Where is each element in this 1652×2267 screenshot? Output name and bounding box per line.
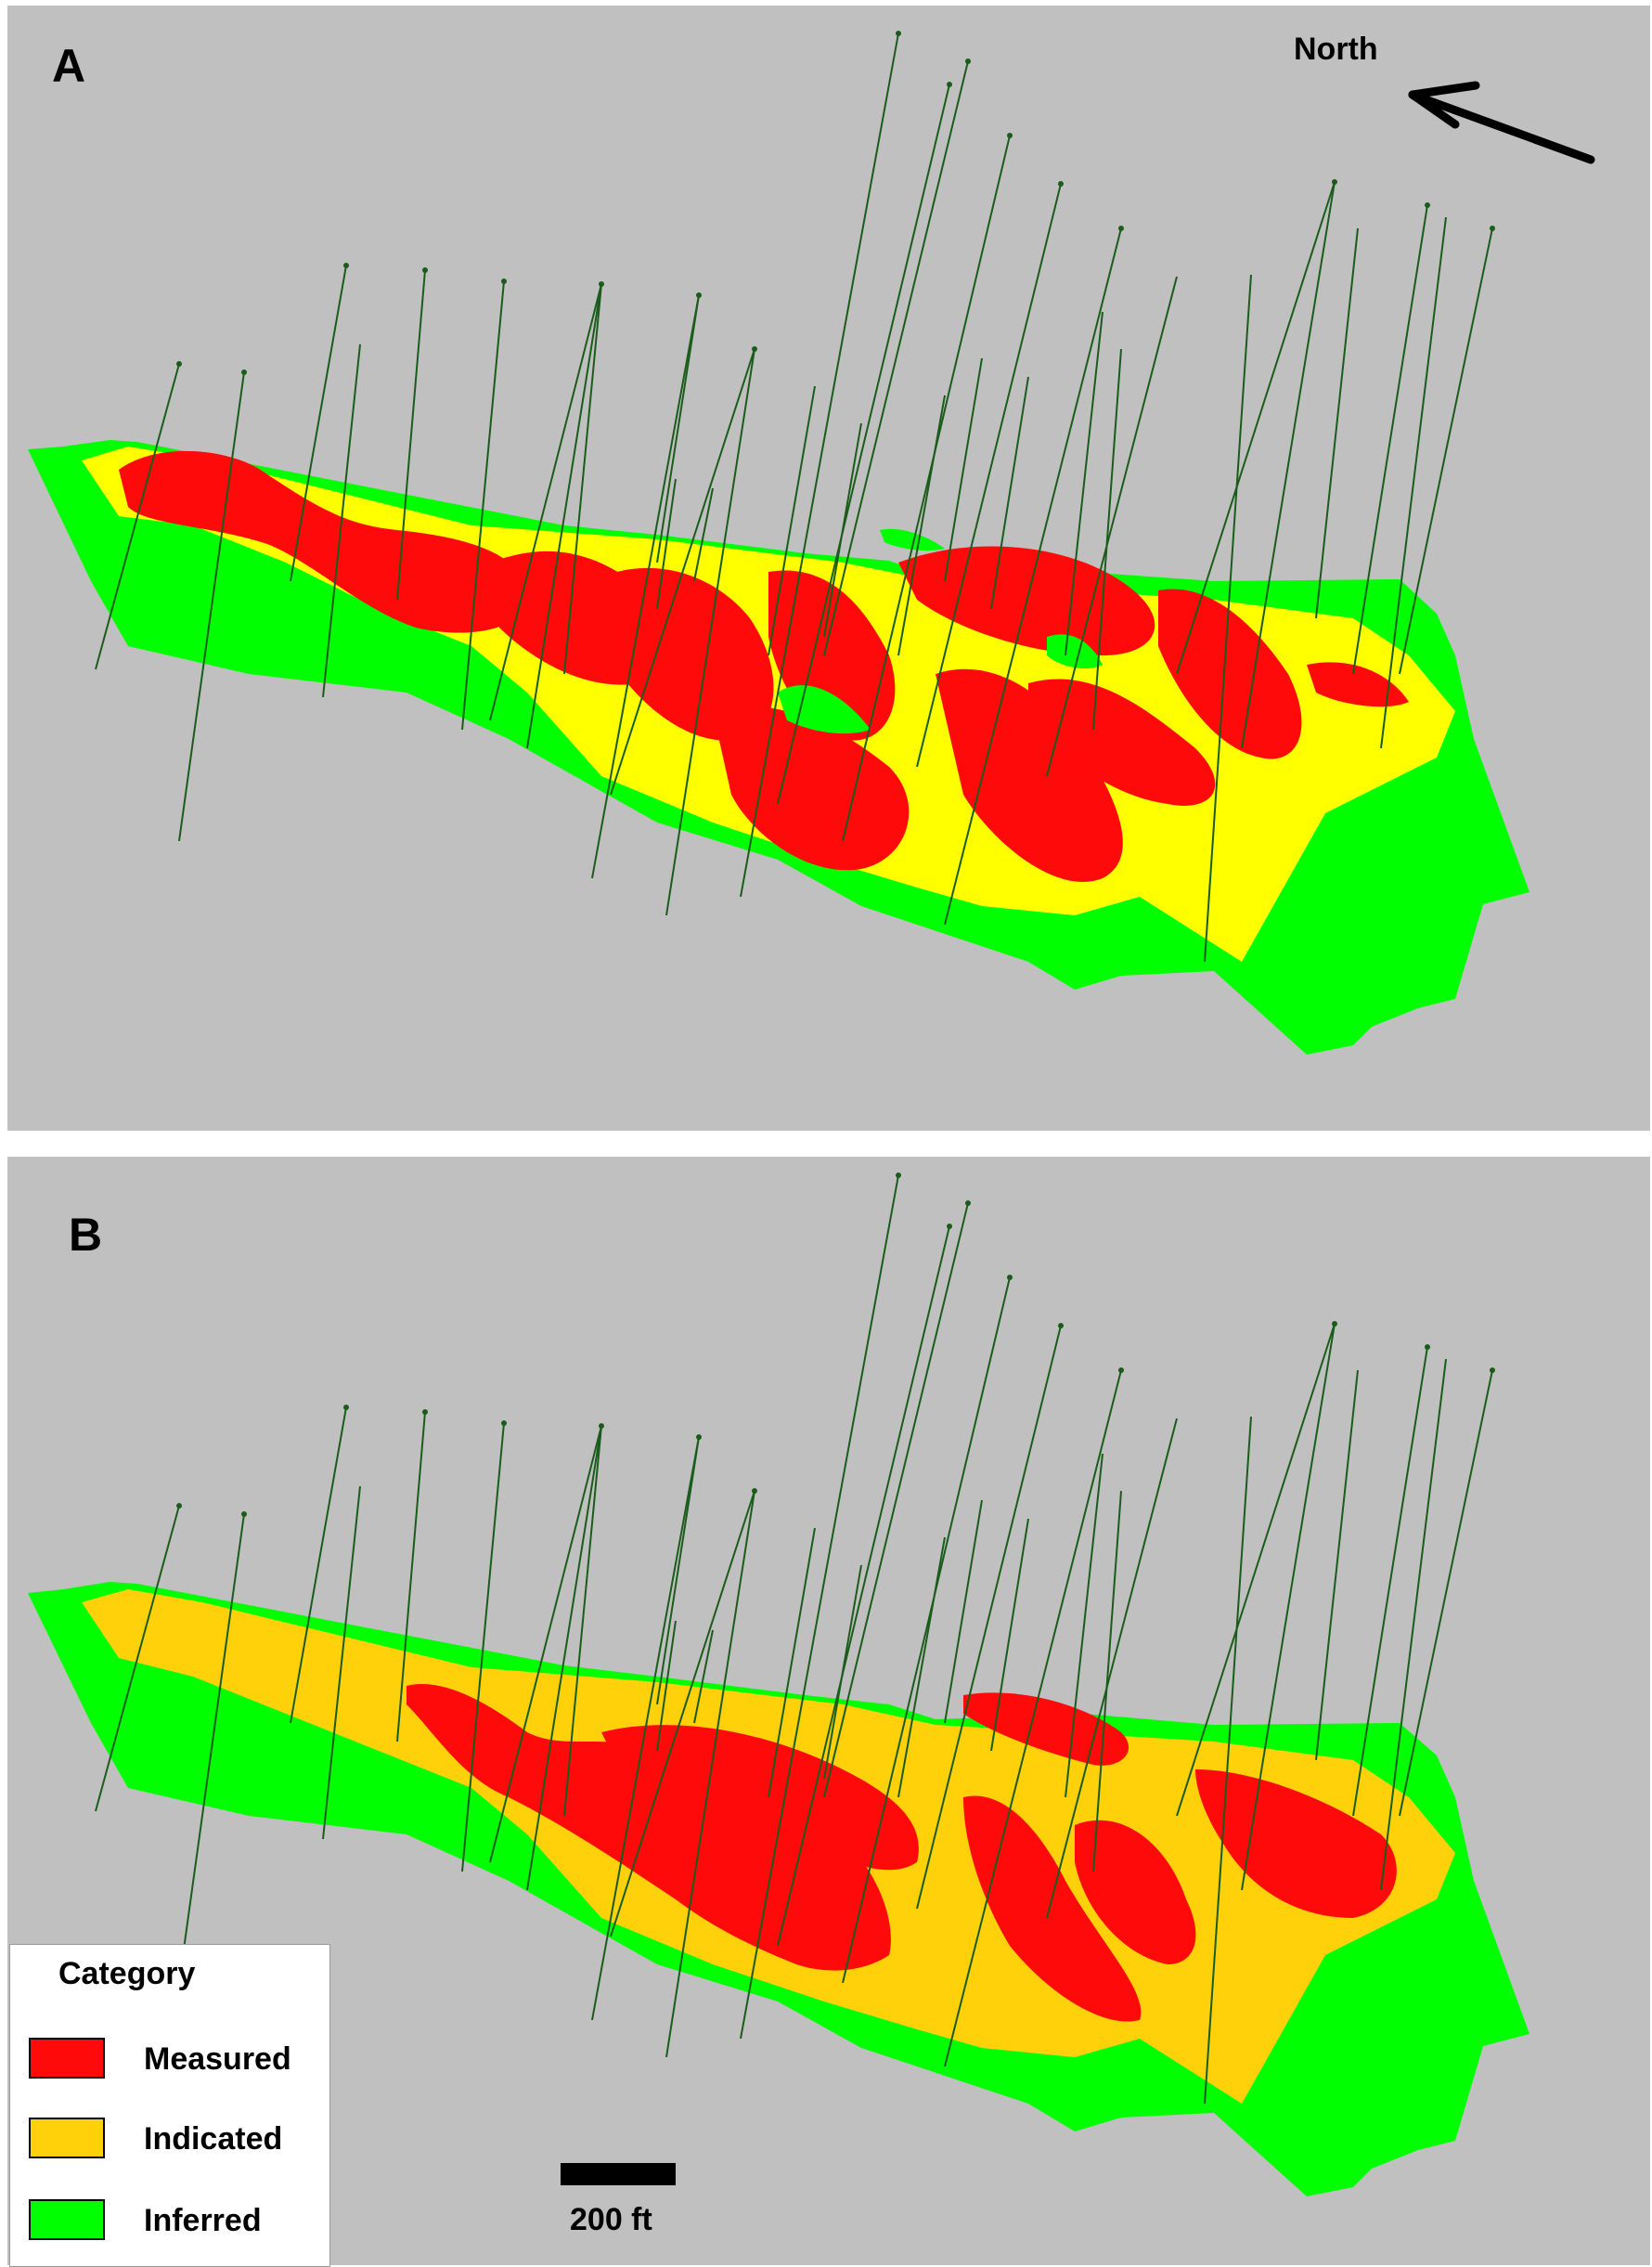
scale-bar [561,2163,676,2185]
resource-model-view-b [28,1172,1529,2196]
legend-swatch [29,2038,105,2079]
inferred-patches [778,528,1103,734]
legend-swatch [29,2118,105,2158]
drillhole-collars [176,31,1495,375]
measured-zones [119,450,1409,882]
panel-label: B [69,1209,103,1261]
measured-zones [407,1684,1397,2022]
legend-label: Measured [144,2041,291,2077]
legend: Category Measured Indicated Inferred [9,1944,330,2267]
drillholes [95,32,1493,963]
legend-swatch [29,2199,105,2240]
drillhole-collars [176,1172,1495,1517]
north-label: North [1294,32,1378,67]
panel-b: B [7,1157,1650,2265]
north-arrow-icon [1408,81,1595,164]
legend-label: Inferred [144,2203,262,2238]
panel-label: A [52,40,86,92]
panel-a: A North [7,6,1650,1131]
legend-label: Indicated [144,2121,283,2157]
scale-label: 200 ft [570,2202,652,2237]
resource-model-view-a [28,31,1529,1055]
legend-title: Category [58,1956,196,1991]
drillholes [95,1174,1493,2105]
